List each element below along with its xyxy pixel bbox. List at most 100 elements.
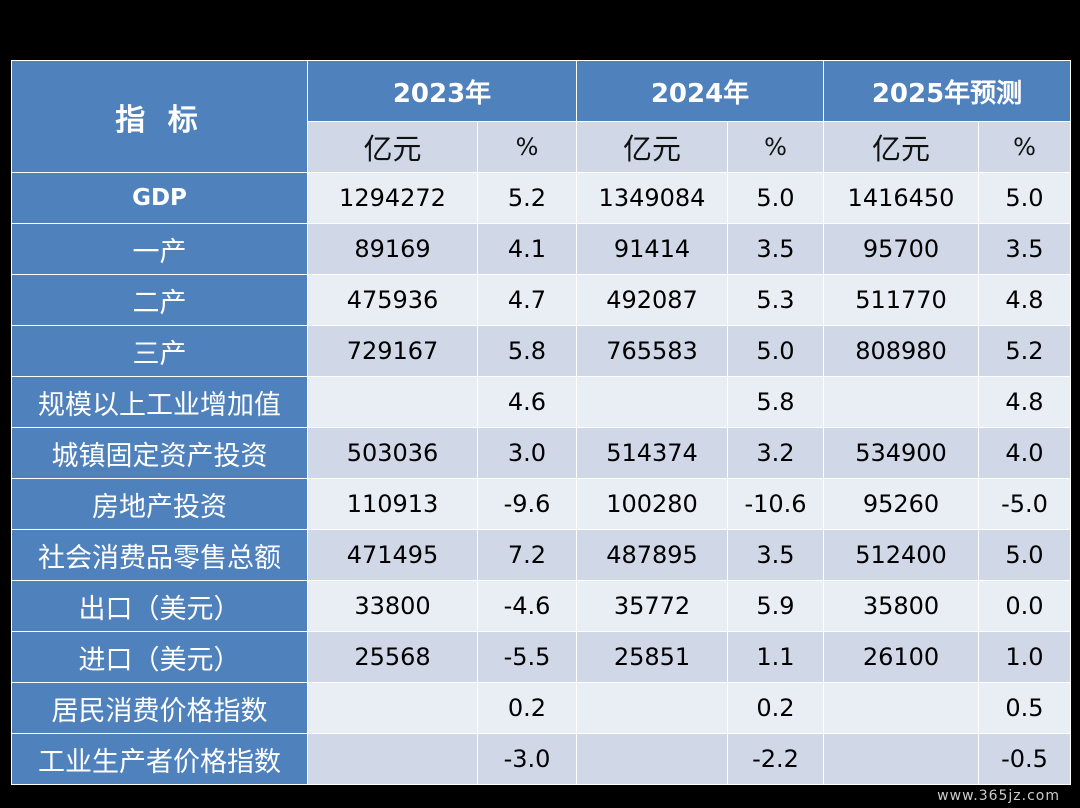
cell-percent-2024: 3.2 xyxy=(727,427,824,479)
table-row: 社会消费品零售总额 471495 7.2 487895 3.5 512400 5.0 xyxy=(11,529,1071,581)
cell-amount-2025: 1416450 xyxy=(823,172,979,224)
cell-amount-2023 xyxy=(307,376,478,428)
cell-amount-2024: 765583 xyxy=(576,325,728,377)
table-row: 工业生产者价格指数 -3.0 -2.2 -0.5 xyxy=(11,733,1071,785)
unit-percent-2023: % xyxy=(477,121,577,173)
row-label: 居民消费价格指数 xyxy=(11,682,308,734)
cell-percent-2024: 5.8 xyxy=(727,376,824,428)
cell-percent-2023: -5.5 xyxy=(477,631,577,683)
cell-percent-2025: 4.0 xyxy=(978,427,1071,479)
cell-amount-2024: 35772 xyxy=(576,580,728,632)
indicator-header: 指 标 xyxy=(11,60,308,173)
year-header-2024: 2024年 xyxy=(576,60,824,122)
cell-percent-2024: 0.2 xyxy=(727,682,824,734)
cell-amount-2023 xyxy=(307,733,478,785)
cell-amount-2025: 808980 xyxy=(823,325,979,377)
cell-percent-2025: -5.0 xyxy=(978,478,1071,530)
cell-percent-2023: 5.2 xyxy=(477,172,577,224)
cell-amount-2024: 492087 xyxy=(576,274,728,326)
table-row: 二产 475936 4.7 492087 5.3 511770 4.8 xyxy=(11,274,1071,326)
table-row: 居民消费价格指数 0.2 0.2 0.5 xyxy=(11,682,1071,734)
table-row: GDP 1294272 5.2 1349084 5.0 1416450 5.0 xyxy=(11,172,1071,224)
row-label: 工业生产者价格指数 xyxy=(11,733,308,785)
cell-amount-2024: 100280 xyxy=(576,478,728,530)
row-label: 房地产投资 xyxy=(11,478,308,530)
table-row: 一产 89169 4.1 91414 3.5 95700 3.5 xyxy=(11,223,1071,275)
unit-percent-2025: % xyxy=(978,121,1071,173)
cell-amount-2023: 475936 xyxy=(307,274,478,326)
row-label: 出口（美元） xyxy=(11,580,308,632)
row-label: 三产 xyxy=(11,325,308,377)
header-row-years: 指 标 2023年 2024年 2025年预测 xyxy=(11,60,1071,173)
cell-percent-2025: 5.0 xyxy=(978,529,1071,581)
cell-percent-2024: 1.1 xyxy=(727,631,824,683)
row-label: 进口（美元） xyxy=(11,631,308,683)
cell-amount-2023: 729167 xyxy=(307,325,478,377)
cell-percent-2023: -4.6 xyxy=(477,580,577,632)
table-row: 三产 729167 5.8 765583 5.0 808980 5.2 xyxy=(11,325,1071,377)
unit-amount-2025: 亿元 xyxy=(823,121,979,173)
cell-amount-2023: 110913 xyxy=(307,478,478,530)
cell-amount-2024: 25851 xyxy=(576,631,728,683)
cell-percent-2025: 4.8 xyxy=(978,274,1071,326)
economic-indicators-table: 指 标 2023年 2024年 2025年预测 亿元 % 亿元 % 亿元 % G… xyxy=(11,60,1071,785)
cell-amount-2023: 471495 xyxy=(307,529,478,581)
row-label: 社会消费品零售总额 xyxy=(11,529,308,581)
cell-amount-2023: 89169 xyxy=(307,223,478,275)
unit-amount-2024: 亿元 xyxy=(576,121,728,173)
cell-percent-2024: 3.5 xyxy=(727,529,824,581)
cell-percent-2025: 5.2 xyxy=(978,325,1071,377)
table-row: 规模以上工业增加值 4.6 5.8 4.8 xyxy=(11,376,1071,428)
cell-percent-2024: 5.0 xyxy=(727,172,824,224)
cell-percent-2023: 4.6 xyxy=(477,376,577,428)
cell-percent-2024: -10.6 xyxy=(727,478,824,530)
cell-percent-2025: 1.0 xyxy=(978,631,1071,683)
cell-amount-2025 xyxy=(823,682,979,734)
cell-percent-2025: 0.0 xyxy=(978,580,1071,632)
cell-amount-2024: 487895 xyxy=(576,529,728,581)
cell-percent-2023: -3.0 xyxy=(477,733,577,785)
cell-amount-2024 xyxy=(576,682,728,734)
cell-percent-2023: 4.7 xyxy=(477,274,577,326)
cell-percent-2023: 7.2 xyxy=(477,529,577,581)
cell-percent-2025: 4.8 xyxy=(978,376,1071,428)
table-row: 出口（美元） 33800 -4.6 35772 5.9 35800 0.0 xyxy=(11,580,1071,632)
cell-amount-2025: 512400 xyxy=(823,529,979,581)
cell-amount-2024: 91414 xyxy=(576,223,728,275)
cell-percent-2025: 5.0 xyxy=(978,172,1071,224)
cell-amount-2025: 534900 xyxy=(823,427,979,479)
cell-amount-2023 xyxy=(307,682,478,734)
cell-amount-2023: 25568 xyxy=(307,631,478,683)
cell-amount-2023: 1294272 xyxy=(307,172,478,224)
cell-percent-2024: 3.5 xyxy=(727,223,824,275)
cell-percent-2023: 4.1 xyxy=(477,223,577,275)
unit-amount-2023: 亿元 xyxy=(307,121,478,173)
cell-amount-2025: 26100 xyxy=(823,631,979,683)
cell-amount-2025: 95700 xyxy=(823,223,979,275)
cell-percent-2024: -2.2 xyxy=(727,733,824,785)
table-body: GDP 1294272 5.2 1349084 5.0 1416450 5.0 一产 89169… xyxy=(11,172,1071,785)
cell-percent-2023: 3.0 xyxy=(477,427,577,479)
cell-amount-2024: 1349084 xyxy=(576,172,728,224)
cell-amount-2023: 33800 xyxy=(307,580,478,632)
cell-amount-2025 xyxy=(823,733,979,785)
cell-percent-2023: 0.2 xyxy=(477,682,577,734)
table-row: 城镇固定资产投资 503036 3.0 514374 3.2 534900 4.0 xyxy=(11,427,1071,479)
row-label: 一产 xyxy=(11,223,308,275)
cell-percent-2024: 5.0 xyxy=(727,325,824,377)
cell-amount-2024: 514374 xyxy=(576,427,728,479)
cell-percent-2023: 5.8 xyxy=(477,325,577,377)
row-label: 二产 xyxy=(11,274,308,326)
row-label: 城镇固定资产投资 xyxy=(11,427,308,479)
cell-amount-2024 xyxy=(576,376,728,428)
year-header-2023: 2023年 xyxy=(307,60,577,122)
header-row-units: 亿元 % 亿元 % 亿元 % xyxy=(12,121,1071,173)
row-label: GDP xyxy=(11,172,308,224)
cell-percent-2024: 5.9 xyxy=(727,580,824,632)
cell-percent-2025: -0.5 xyxy=(978,733,1071,785)
row-label: 规模以上工业增加值 xyxy=(11,376,308,428)
cell-percent-2025: 3.5 xyxy=(978,223,1071,275)
watermark-text: www.365jz.com xyxy=(937,788,1060,804)
year-header-2025-forecast: 2025年预测 xyxy=(823,60,1071,122)
cell-amount-2025 xyxy=(823,376,979,428)
